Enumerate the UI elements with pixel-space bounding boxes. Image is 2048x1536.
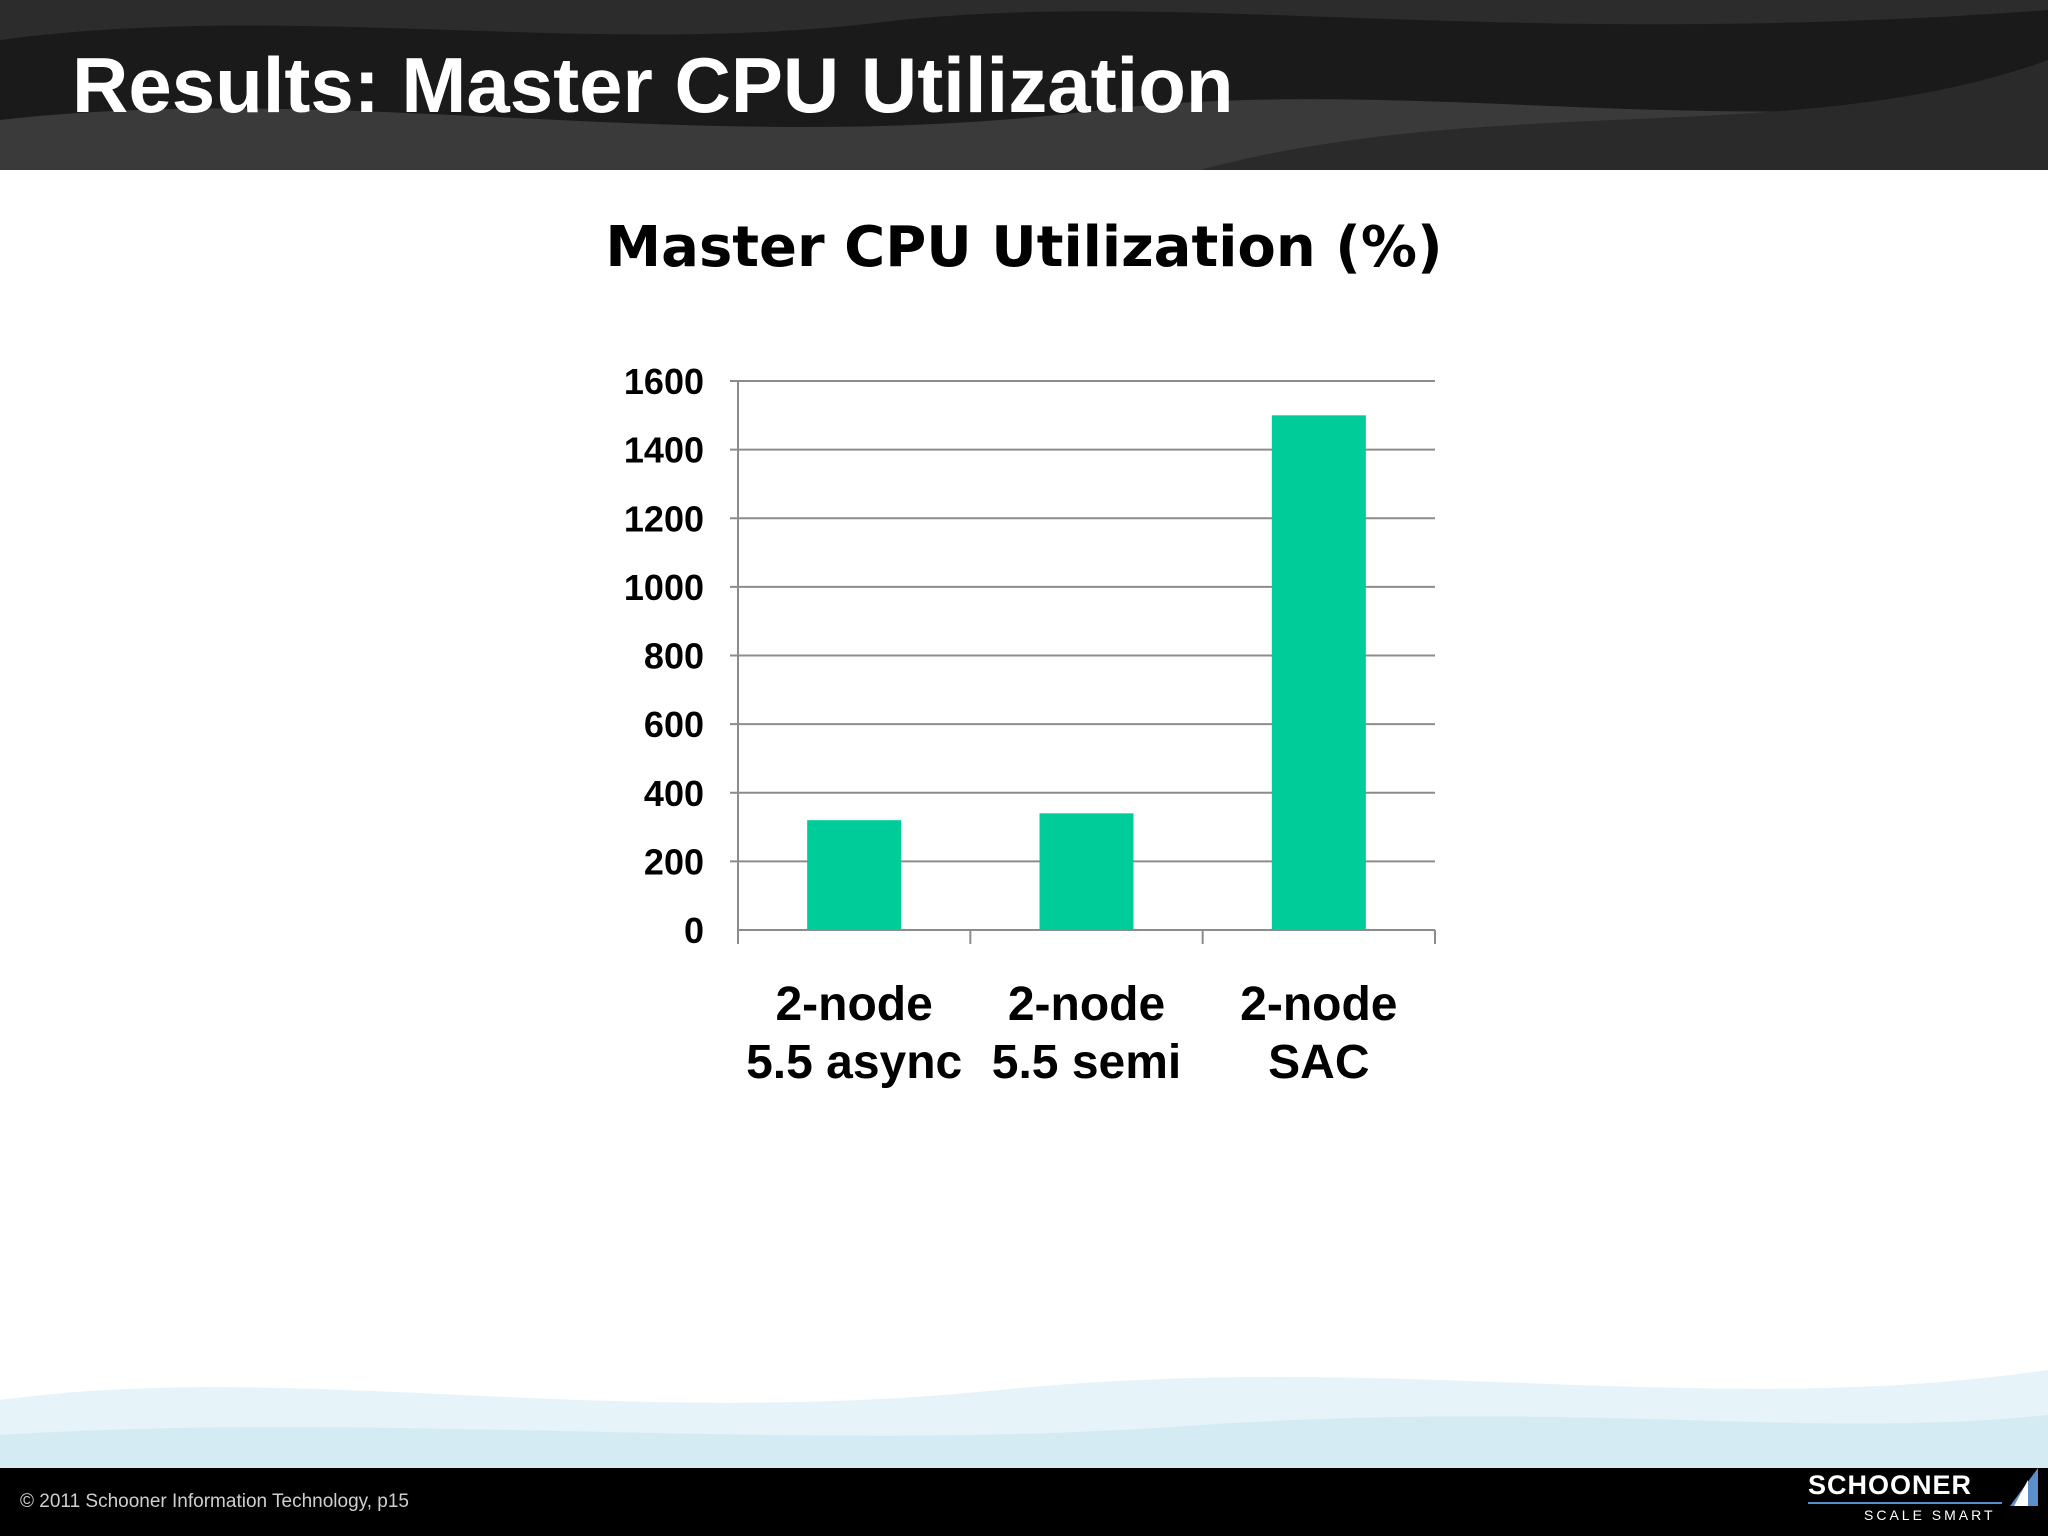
- y-tick-label: 800: [644, 636, 704, 677]
- y-tick-label: 1400: [624, 430, 704, 471]
- x-category-label: 5.5 async: [746, 1036, 962, 1089]
- bar: [1271, 415, 1366, 930]
- x-category-label: 2-node: [1240, 978, 1397, 1031]
- footer-bar: [0, 1468, 2048, 1536]
- slide-header: Results: Master CPU Utilization: [0, 0, 2048, 170]
- bar: [1039, 813, 1134, 930]
- x-category-label: SAC: [1268, 1036, 1369, 1089]
- footer-wave-decoration: [0, 1370, 2048, 1470]
- sail-logo-icon: [2010, 1468, 2038, 1506]
- y-tick-label: 1000: [624, 567, 704, 608]
- copyright-text: © 2011 Schooner Information Technology, …: [20, 1491, 409, 1512]
- header-wave-decoration: [0, 0, 2048, 170]
- logo-tagline: SCALE SMART: [1864, 1507, 1996, 1523]
- y-tick-label: 1600: [624, 361, 704, 402]
- slide-title: Results: Master CPU Utilization: [72, 41, 1234, 129]
- x-category-label: 2-node: [1008, 978, 1165, 1031]
- x-category-label: 2-node: [775, 978, 932, 1031]
- bar: [807, 820, 902, 930]
- x-category-label: 5.5 semi: [992, 1036, 1181, 1089]
- logo-wordmark: SCHOONER: [1808, 1470, 1973, 1500]
- logo-underline: [1808, 1502, 2002, 1504]
- y-tick-label: 400: [644, 773, 704, 814]
- y-tick-label: 200: [644, 841, 704, 882]
- chart-title: Master CPU Utilization (%): [605, 215, 1443, 280]
- y-tick-label: 600: [644, 704, 704, 745]
- y-tick-label: 0: [684, 910, 704, 951]
- y-tick-label: 1200: [624, 498, 704, 539]
